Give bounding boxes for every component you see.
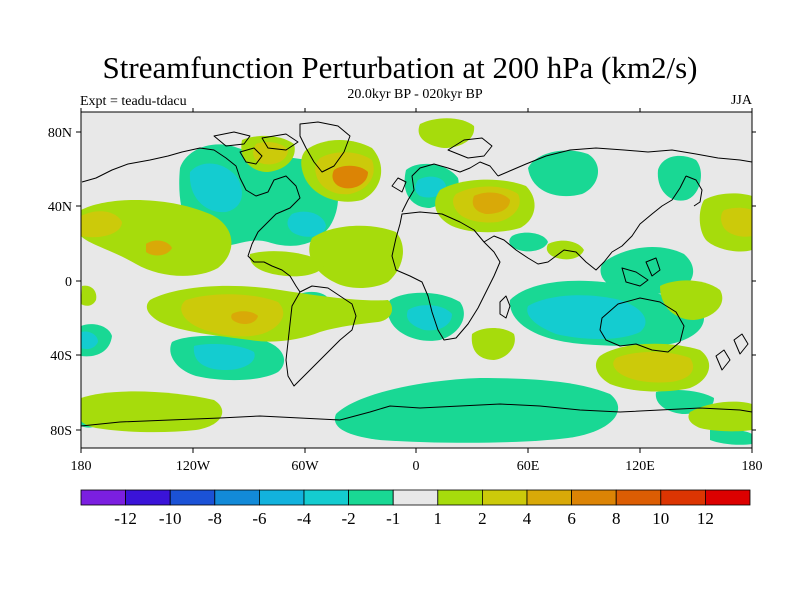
- coastline-segment: [285, 285, 357, 387]
- lon-label-180w: 180: [71, 459, 92, 474]
- coastline-segment: [483, 175, 687, 271]
- lat-label-0: 0: [65, 275, 72, 290]
- colorbar-label: 4: [523, 509, 532, 528]
- field-patch-pos1: [249, 251, 325, 277]
- lon-label-60w: 60W: [291, 459, 319, 474]
- field-patch-neg1: [657, 155, 701, 201]
- season-label: JJA: [730, 93, 752, 108]
- field-patch-neg1: [600, 247, 694, 294]
- coastline-segment: [81, 147, 301, 293]
- coastline-segment: [239, 147, 263, 165]
- field-patch-neg1: [509, 232, 548, 252]
- field-patch-neg2: [287, 211, 326, 237]
- lat-label-40n: 40N: [48, 200, 72, 215]
- colorbar-swatch: [615, 489, 662, 506]
- lon-label-120w: 120W: [176, 459, 211, 474]
- coastline-segment: [391, 177, 407, 193]
- colorbar-swatch: [571, 489, 617, 506]
- field-patch-pos1: [471, 328, 515, 360]
- coastline-segment: [685, 175, 703, 207]
- lon-label-0: 0: [413, 459, 420, 474]
- coastline-segment: [213, 131, 251, 147]
- experiment-label: Expt = teadu-tdacu: [80, 94, 187, 109]
- colorbar-swatch: [392, 489, 439, 506]
- colorbar: -12 -10 -8 -6 -4 -2 -1 1 2 4 6 8 10 12: [80, 489, 751, 528]
- lon-label-120e: 120E: [625, 459, 655, 474]
- colorbar-label: 10: [652, 509, 669, 528]
- colorbar-swatch: [526, 489, 572, 506]
- colorbar-label: 6: [567, 509, 576, 528]
- field-patch-pos1: [660, 280, 723, 320]
- map-area: [80, 111, 753, 449]
- field-patch-neg2: [189, 163, 242, 213]
- field-patch-pos1: [81, 285, 97, 306]
- coastline-segment: [599, 297, 685, 353]
- coastline-segment: [447, 137, 493, 159]
- coastline-segment: [497, 147, 752, 177]
- colorbar-swatch: [437, 489, 483, 506]
- longitude-axis: 180 120W 60W 0 60E 120E 180: [71, 108, 763, 474]
- colorbar-swatch: [705, 489, 751, 506]
- chart-subtitle: 20.0kyr BP - 020kyr BP: [347, 87, 483, 102]
- field-patch-pos3: [472, 192, 510, 214]
- field-patch-pos2: [81, 211, 122, 238]
- colorbar-swatch: [214, 489, 260, 506]
- lon-label-180e: 180: [742, 459, 763, 474]
- field-patch-neg2: [406, 305, 452, 331]
- colorbar-label: -12: [114, 509, 137, 528]
- colorbar-label: 8: [612, 509, 621, 528]
- field-patch-neg1: [710, 429, 752, 445]
- field-patch-pos2: [721, 207, 752, 237]
- coastline-segment: [391, 211, 501, 341]
- colorbar-label: -4: [297, 509, 312, 528]
- field-patch-neg1: [334, 378, 619, 443]
- field-patch-pos2: [613, 352, 694, 383]
- colorbar-swatch: [660, 489, 706, 506]
- colorbar-label: 2: [478, 509, 487, 528]
- latitude-axis: 80N 40N 0 40S 80S: [48, 126, 756, 439]
- coastline-segment: [401, 161, 499, 213]
- field-patch-pos1: [309, 225, 403, 288]
- field-patch-pos4: [332, 165, 368, 189]
- lat-label-40s: 40S: [50, 349, 72, 364]
- lon-label-60e: 60E: [517, 459, 540, 474]
- field-patch-neg2: [81, 331, 98, 350]
- colorbar-swatch: [348, 489, 394, 506]
- colorbar-label: -6: [252, 509, 266, 528]
- colorbar-label: -8: [208, 509, 222, 528]
- coastline-segment: [299, 121, 351, 173]
- coastline-segment: [733, 333, 749, 355]
- lat-label-80s: 80S: [50, 424, 72, 439]
- colorbar-swatch: [80, 489, 126, 506]
- colorbar-swatch: [481, 489, 528, 506]
- coastlines: [81, 121, 752, 427]
- field-patch-pos1: [688, 401, 752, 432]
- field-patch-pos1: [418, 118, 475, 148]
- lat-label-80n: 80N: [48, 126, 72, 141]
- coastline-segment: [645, 257, 661, 277]
- field-patch-pos2: [253, 142, 288, 165]
- field-patch-pos1: [81, 391, 223, 433]
- coastline-segment: [715, 349, 731, 371]
- colorbar-label: 12: [697, 509, 714, 528]
- field-patch-neg2: [415, 176, 446, 198]
- colorbar-swatch: [258, 489, 305, 506]
- field-patch-neg1: [528, 150, 599, 197]
- field-patch-pos3: [146, 240, 172, 256]
- coastline-segment: [261, 133, 299, 151]
- colorbar-label: -2: [342, 509, 356, 528]
- colorbar-swatch: [303, 489, 349, 506]
- field-patch-pos3: [231, 311, 258, 324]
- field-patch-neg2: [193, 344, 255, 370]
- coastline-segment: [81, 403, 752, 427]
- colorbar-label: -1: [386, 509, 400, 528]
- colorbar-swatch: [169, 489, 216, 506]
- colorbar-label: 1: [434, 509, 443, 528]
- colorbar-swatch: [125, 489, 171, 506]
- chart-title: Streamfunction Perturbation at 200 hPa (…: [102, 50, 698, 85]
- colorbar-label: -10: [159, 509, 182, 528]
- coastline-segment: [499, 295, 511, 319]
- coastline-segment: [621, 267, 649, 287]
